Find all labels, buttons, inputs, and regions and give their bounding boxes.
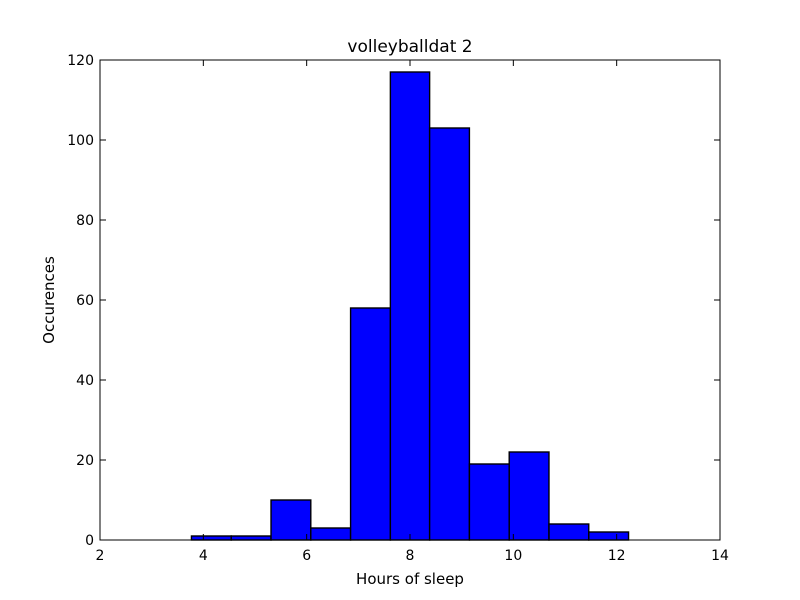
y-tick-label-0: 0 [85, 533, 94, 549]
x-tick-label-3: 8 [406, 548, 415, 564]
x-axis-label: Hours of sleep [356, 570, 464, 588]
x-tick-label-5: 12 [608, 548, 626, 564]
histogram-bar-7 [428, 127, 471, 541]
y-tick-label-5: 100 [67, 133, 94, 149]
x-tick-label-4: 10 [504, 548, 522, 564]
histogram-bar-4 [310, 527, 352, 541]
y-axis-label: Occurences [40, 256, 58, 344]
x-tick-label-1: 4 [199, 548, 208, 564]
x-tick-label-0: 2 [96, 548, 105, 564]
x-tick-label-6: 14 [711, 548, 729, 564]
histogram-bar-10 [548, 523, 590, 541]
histogram-bar-2 [230, 535, 272, 541]
y-tick-label-2: 40 [76, 373, 94, 389]
y-tick-label-1: 20 [76, 453, 94, 469]
y-tick-label-6: 120 [67, 53, 94, 69]
x-tick-label-2: 6 [302, 548, 311, 564]
histogram-bar-9 [508, 451, 550, 541]
histogram-bar-8 [468, 463, 510, 541]
histogram-bar-5 [349, 307, 392, 541]
histogram-bar-11 [588, 531, 630, 541]
chart-title: volleyballdat 2 [347, 37, 472, 57]
histogram-bar-3 [270, 499, 312, 541]
y-tick-label-4: 80 [76, 213, 94, 229]
histogram-bar-1 [190, 535, 232, 541]
ticks-group: 2 4 6 8 10 12 14 0 20 40 60 80 100 120 [67, 53, 729, 564]
y-tick-label-3: 60 [76, 293, 94, 309]
histogram-bar-6 [389, 71, 431, 541]
bars-group [190, 71, 630, 541]
